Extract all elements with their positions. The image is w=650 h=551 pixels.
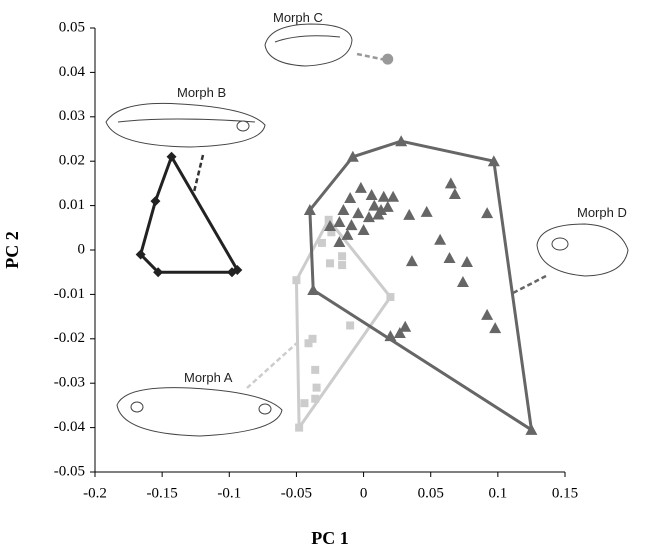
- point: [338, 261, 347, 270]
- y-tick-label: -0.01: [54, 286, 85, 302]
- point: [377, 190, 390, 202]
- point: [443, 251, 456, 263]
- point: [399, 320, 412, 332]
- point: [489, 322, 502, 334]
- leader-line: [512, 274, 547, 295]
- point: [487, 155, 500, 167]
- point: [303, 204, 316, 216]
- point: [393, 327, 406, 339]
- x-tick-label: -0.15: [147, 485, 178, 501]
- y-tick-label: 0.03: [59, 108, 85, 124]
- point: [354, 181, 367, 193]
- point: [333, 236, 346, 248]
- leader-line: [356, 52, 387, 62]
- point: [352, 207, 365, 219]
- series-label: Morph C: [273, 10, 323, 25]
- y-tick-label: -0.05: [54, 463, 85, 479]
- point: [346, 321, 355, 330]
- point: [481, 207, 494, 219]
- point: [311, 365, 320, 374]
- shell-b: [105, 102, 266, 148]
- point: [333, 216, 346, 228]
- point: [525, 423, 538, 435]
- point: [405, 255, 418, 267]
- point: [324, 215, 333, 224]
- y-tick-label: 0.01: [59, 197, 85, 213]
- point: [308, 334, 317, 343]
- x-tick-label: -0.2: [83, 485, 107, 501]
- point: [341, 228, 354, 240]
- shell-c: [264, 23, 353, 67]
- series-label: Morph A: [184, 370, 233, 385]
- x-tick-label: 0.15: [552, 485, 578, 501]
- x-tick-label: 0.05: [418, 485, 444, 501]
- point: [357, 224, 370, 236]
- hull: [139, 155, 239, 274]
- point: [295, 423, 304, 432]
- x-axis-title: PC 1: [311, 528, 349, 548]
- point: [456, 275, 469, 287]
- point: [326, 259, 334, 268]
- x-tick-label: 0: [360, 485, 368, 501]
- series-label: Morph D: [577, 205, 627, 220]
- point: [434, 233, 447, 245]
- point: [386, 293, 395, 302]
- point: [307, 283, 320, 295]
- point: [372, 208, 385, 220]
- point: [337, 204, 350, 216]
- point: [344, 192, 357, 204]
- y-tick-label: -0.03: [54, 375, 85, 391]
- point: [292, 276, 301, 285]
- point: [403, 208, 416, 220]
- y-tick-label: 0.05: [59, 19, 85, 35]
- point: [362, 211, 375, 223]
- y-tick-label: 0.04: [59, 64, 86, 80]
- leader-line: [246, 341, 299, 389]
- point: [365, 188, 378, 200]
- x-tick-label: -0.05: [281, 485, 312, 501]
- point: [395, 135, 408, 147]
- y-tick-label: 0: [78, 241, 86, 257]
- point: [460, 255, 473, 267]
- point: [381, 200, 394, 212]
- point: [311, 394, 320, 403]
- point: [382, 53, 394, 65]
- x-tick-label: -0.1: [217, 485, 241, 501]
- point: [324, 220, 336, 232]
- point: [346, 150, 359, 162]
- point: [368, 199, 381, 211]
- point: [444, 177, 457, 189]
- y-tick-label: -0.04: [54, 419, 86, 435]
- point: [481, 308, 494, 320]
- point: [232, 264, 243, 275]
- y-tick-label: 0.02: [59, 153, 85, 169]
- series-label: Morph B: [177, 85, 226, 100]
- point: [448, 188, 461, 200]
- y-axis-title: PC 2: [2, 231, 22, 269]
- point: [384, 330, 397, 342]
- point: [153, 267, 164, 278]
- point: [135, 249, 146, 260]
- point: [387, 190, 400, 202]
- y-tick-label: -0.02: [54, 330, 85, 346]
- point: [166, 151, 177, 162]
- point: [420, 205, 433, 217]
- point: [327, 228, 336, 237]
- leader-line: [192, 154, 205, 193]
- point: [150, 196, 161, 207]
- point: [345, 219, 358, 231]
- shell-a: [116, 387, 283, 437]
- shell-d: [536, 223, 629, 277]
- point: [304, 339, 313, 348]
- point: [317, 238, 326, 247]
- hull: [308, 139, 533, 432]
- point: [300, 399, 309, 408]
- point: [338, 252, 347, 261]
- x-tick-label: 0.1: [488, 485, 507, 501]
- point: [312, 383, 321, 392]
